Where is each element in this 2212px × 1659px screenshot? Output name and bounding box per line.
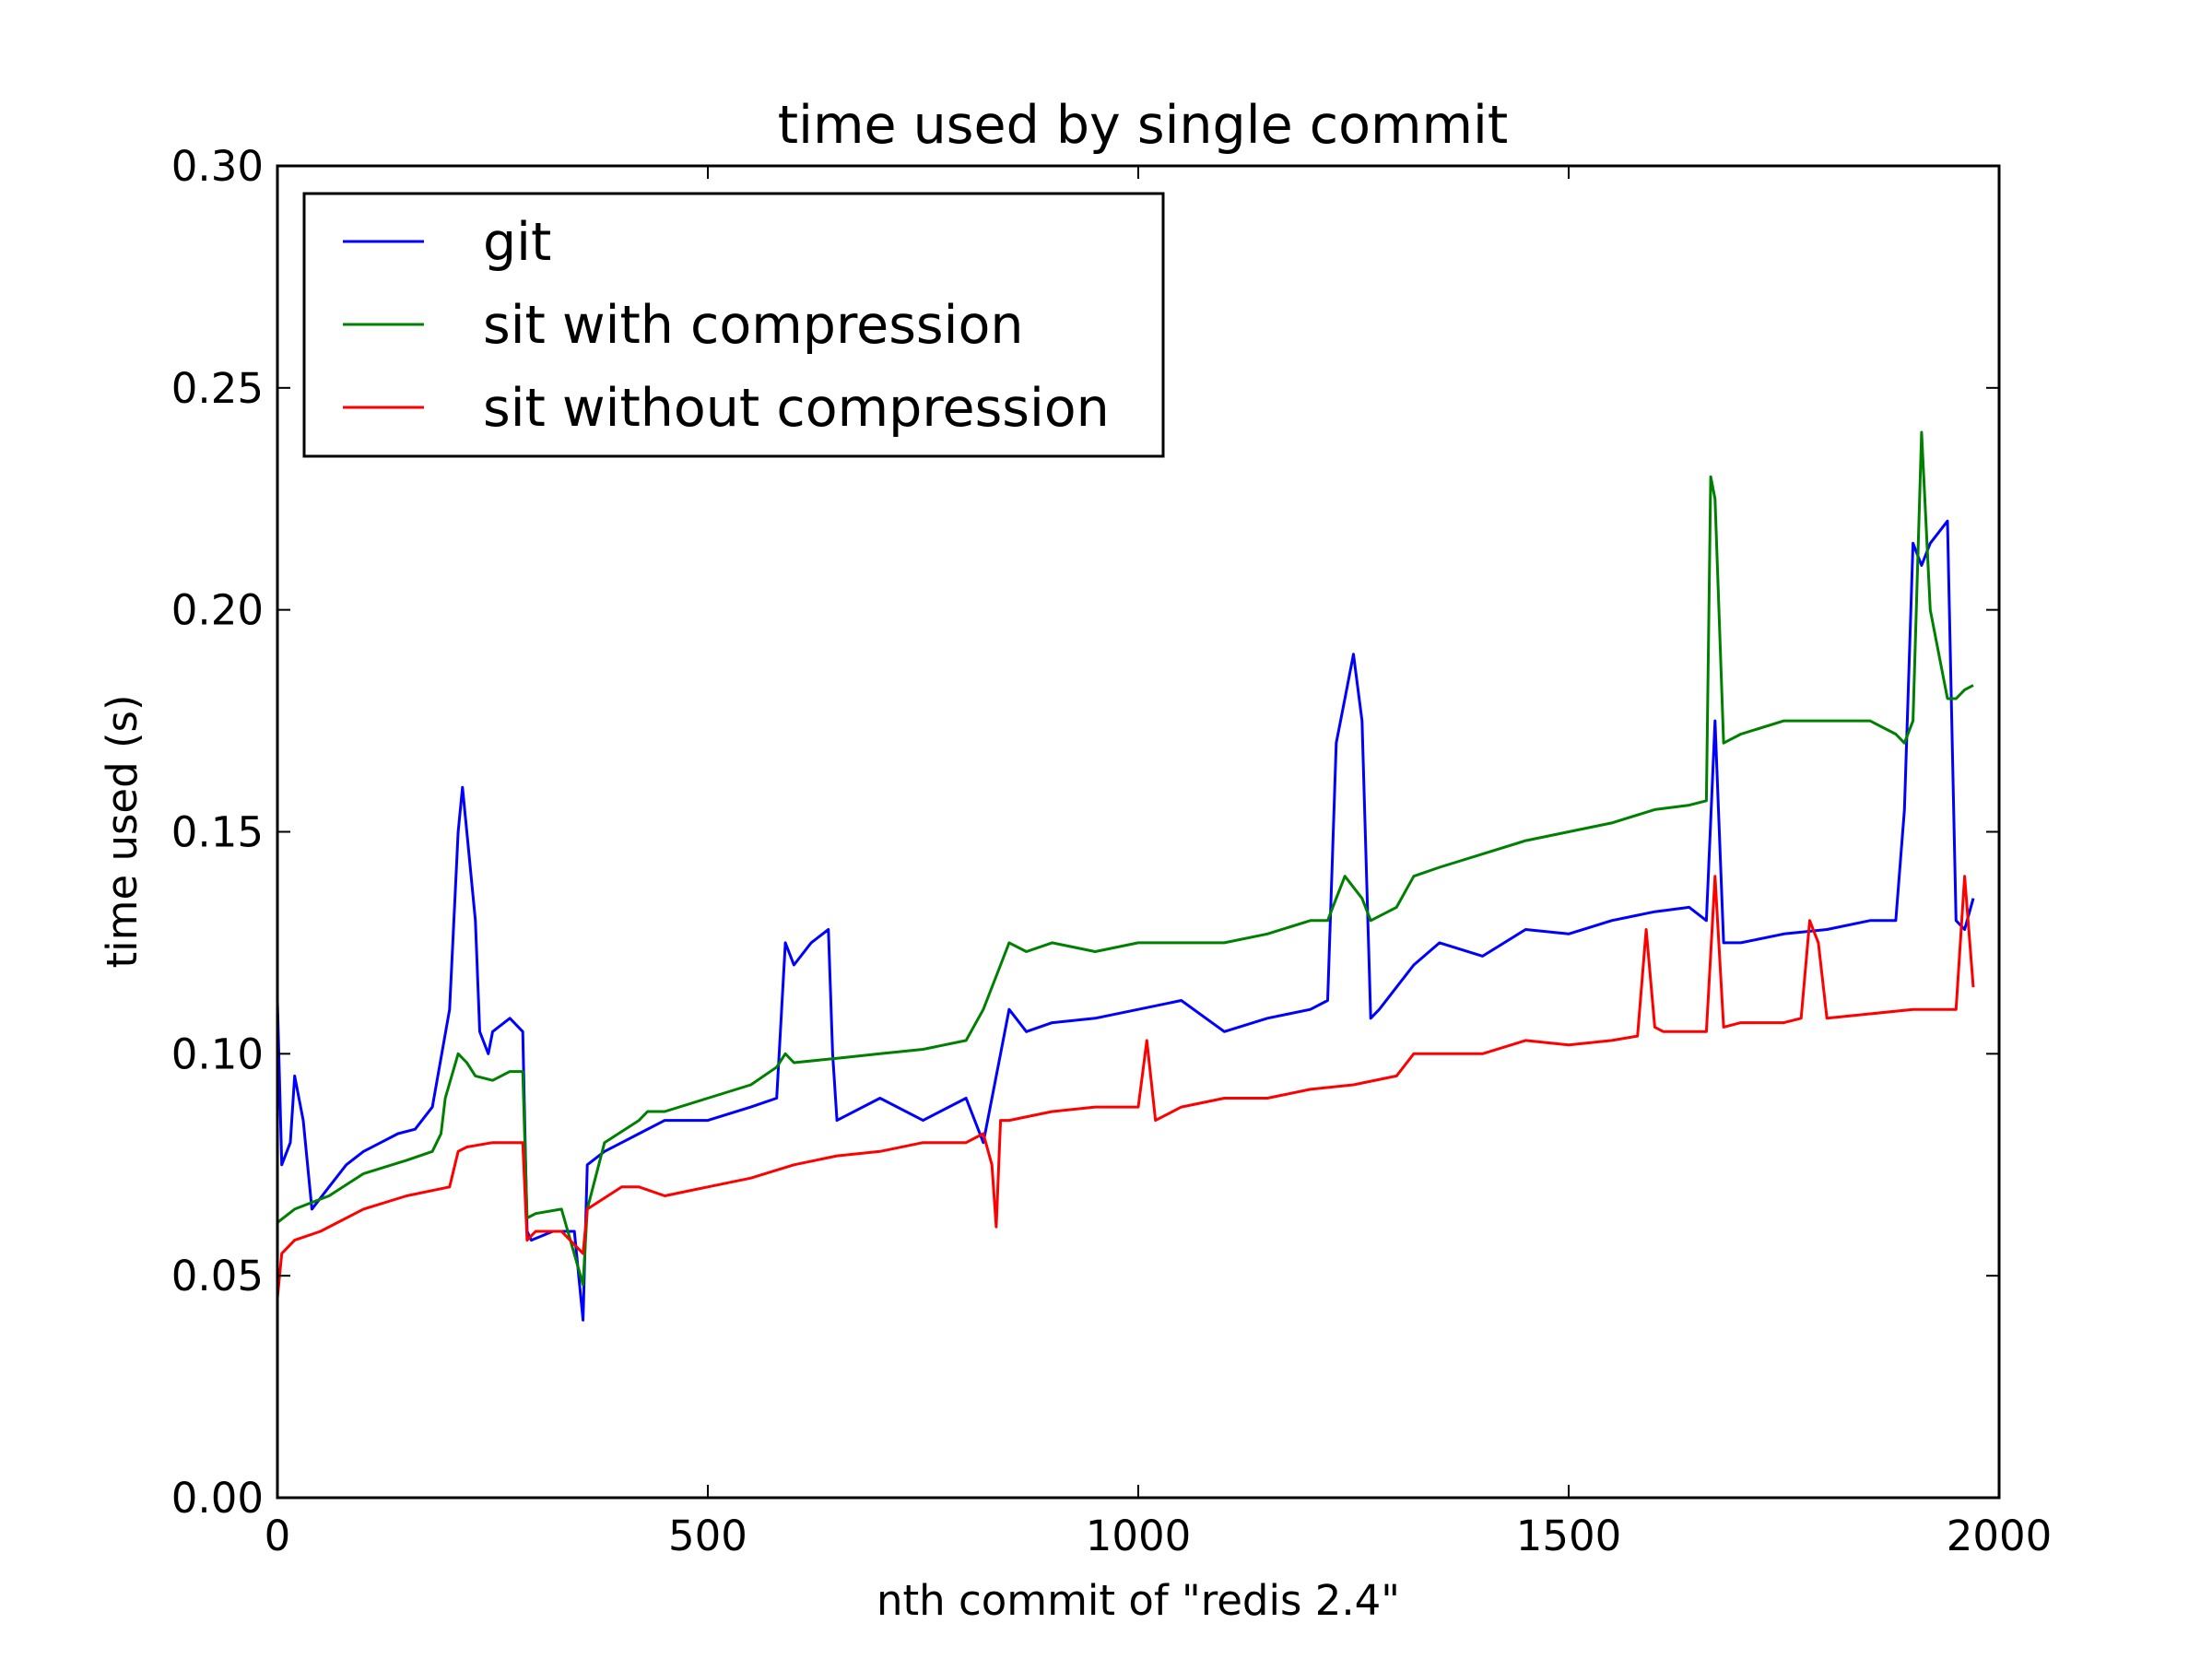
series-line-0 (276, 519, 1975, 1322)
x-tick-label: 500 (668, 1512, 747, 1560)
series-line-2 (276, 875, 1975, 1299)
x-tick-label: 2000 (1947, 1512, 2053, 1560)
y-tick-label: 0.10 (171, 1030, 264, 1078)
y-tick-label: 0.05 (171, 1252, 264, 1300)
y-axis-label: time used (s) (98, 694, 147, 968)
legend-label-1: sit with compression (483, 295, 1023, 356)
plot-area (276, 430, 1975, 1322)
legend-label-2: sit without compression (483, 378, 1110, 439)
x-tick-label: 1000 (1086, 1512, 1192, 1560)
y-tick-label: 0.25 (171, 364, 264, 413)
x-axis-label: nth commit of "redis 2.4" (877, 1576, 1400, 1625)
legend: git sit with compression sit without compr… (302, 192, 1165, 458)
y-tick-label: 0.30 (171, 142, 264, 191)
x-tick-label: 1500 (1516, 1512, 1622, 1560)
ticks: 0 500 1000 1500 2000 0.00 0.05 0.10 0.15 0.20 0.25… (171, 142, 2052, 1560)
y-tick-label: 0.15 (171, 808, 264, 857)
y-tick-label: 0.00 (171, 1474, 264, 1523)
y-tick-label: 0.20 (171, 586, 264, 635)
x-tick-label: 0 (265, 1512, 291, 1560)
legend-label-0: git (483, 212, 551, 273)
legend-frame (302, 192, 1165, 458)
series-line-1 (276, 430, 1974, 1287)
chart-title: time used by single commit (778, 95, 1508, 156)
